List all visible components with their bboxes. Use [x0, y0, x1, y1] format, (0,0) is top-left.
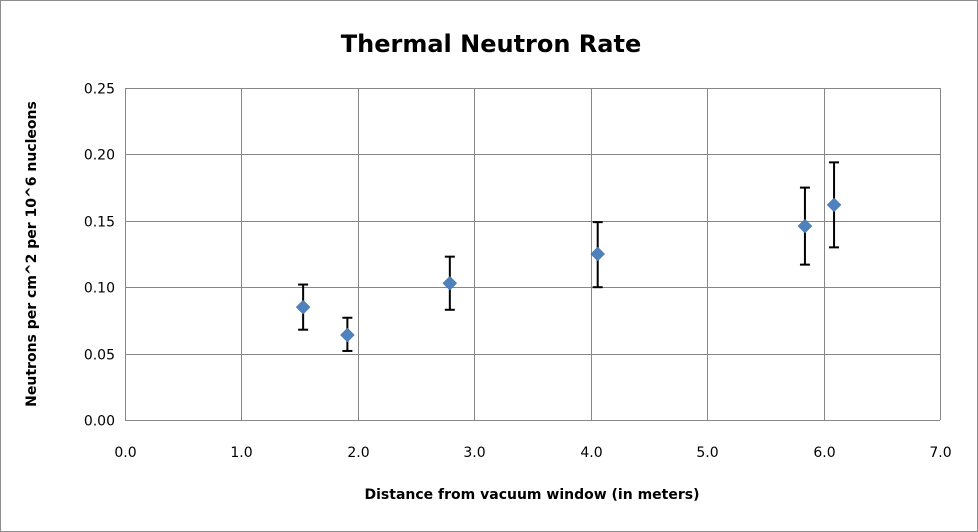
y-tick-label: 0.05 [84, 348, 115, 364]
x-tick-label: 0.0 [114, 445, 136, 461]
data-point [590, 221, 606, 289]
y-axis-title: Neutrons per cm^2 per 10^6 nucleons [24, 101, 40, 407]
data-point [340, 316, 355, 352]
data-point [295, 283, 311, 331]
data-marker [797, 218, 813, 234]
y-axis-ticks: 0.00 0.05 0.10 0.15 0.20 0.25 [84, 82, 115, 430]
gridlines [125, 88, 941, 421]
y-tick-label: 0.20 [84, 148, 115, 164]
data-marker [590, 246, 606, 262]
data-marker [340, 327, 355, 343]
y-tick-label: 0.00 [84, 414, 115, 430]
y-tick-label: 0.10 [84, 281, 115, 297]
x-axis-ticks: 0.0 1.0 2.0 3.0 4.0 5.0 6.0 7.0 [114, 445, 951, 461]
x-tick-label: 5.0 [696, 445, 718, 461]
data-point [797, 186, 813, 266]
x-tick-label: 1.0 [230, 445, 252, 461]
x-tick-label: 3.0 [463, 445, 485, 461]
data-point [442, 255, 458, 311]
x-tick-label: 6.0 [813, 445, 835, 461]
y-tick-label: 0.25 [84, 82, 115, 98]
x-tick-label: 4.0 [580, 445, 602, 461]
chart-title: Thermal Neutron Rate [341, 30, 641, 58]
x-tick-label: 7.0 [929, 445, 951, 461]
data-marker [826, 197, 842, 213]
data-series [295, 161, 842, 352]
data-marker [295, 299, 311, 315]
y-tick-label: 0.15 [84, 215, 115, 231]
data-marker [442, 275, 458, 291]
data-point [826, 161, 842, 249]
x-tick-label: 2.0 [347, 445, 369, 461]
x-axis-title: Distance from vacuum window (in meters) [365, 487, 700, 503]
